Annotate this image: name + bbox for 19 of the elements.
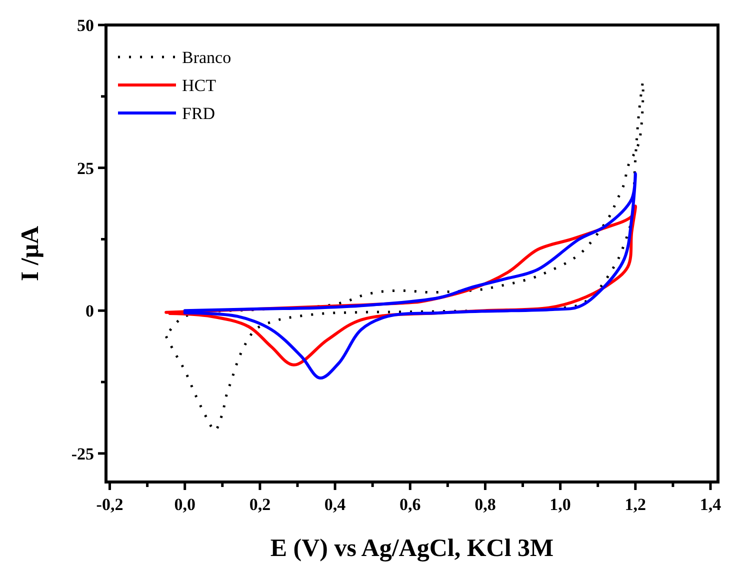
y-tick-label: 0 [86, 302, 94, 321]
x-axis-title: E (V) vs Ag/AgCl, KCl 3M [270, 535, 554, 562]
x-tick-label: 0,4 [324, 495, 346, 514]
x-tick-label: 0,6 [400, 495, 421, 514]
x-tick-label: 1,4 [700, 495, 722, 514]
y-tick-label: -25 [71, 444, 94, 464]
x-tick-label: 0,8 [474, 495, 496, 514]
x-tick-label: -0,2 [96, 495, 124, 514]
line-series [183, 172, 637, 380]
legend-label: Branco [182, 48, 232, 67]
x-tick-label: 1,2 [624, 495, 646, 514]
x-tick-label: 0,2 [249, 495, 271, 514]
x-tick-label: 0,0 [174, 495, 196, 514]
legend-label: FRD [182, 104, 216, 123]
y-tick-label: 50 [77, 16, 94, 35]
x-tick-label: 1,0 [550, 495, 571, 514]
y-tick-label: 25 [77, 158, 94, 178]
y-axis-title: I /μA [17, 226, 44, 282]
legend-label: HCT [182, 76, 217, 95]
